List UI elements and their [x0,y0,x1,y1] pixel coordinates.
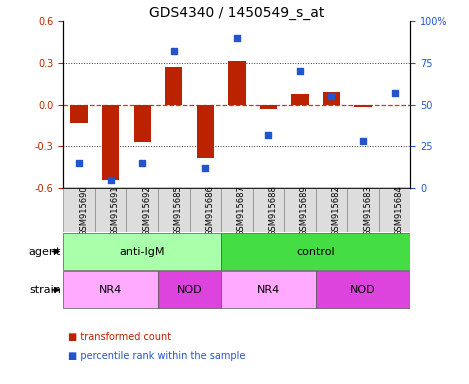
Bar [228,61,246,104]
Text: NOD: NOD [350,285,376,295]
Bar [63,233,221,270]
Point [359,138,367,144]
Text: GSM915683: GSM915683 [363,185,372,236]
Text: agent: agent [29,247,61,257]
Point [170,48,177,54]
Bar [316,188,347,232]
Point [391,90,398,96]
Point [296,68,304,74]
Point [202,165,209,171]
Bar [102,104,119,180]
Text: GSM915685: GSM915685 [174,185,183,236]
Bar [284,188,316,232]
Point [76,160,83,166]
Text: GSM915682: GSM915682 [332,185,340,236]
Bar [158,271,221,308]
Bar [355,104,372,108]
Text: GSM915692: GSM915692 [142,185,151,235]
Bar [197,104,214,157]
Bar [189,188,221,232]
Bar [291,93,309,104]
Text: GSM915691: GSM915691 [111,185,120,235]
Text: NR4: NR4 [257,285,280,295]
Point [138,160,146,166]
Bar [158,188,189,232]
Point [265,132,272,138]
Text: GSM915687: GSM915687 [237,185,246,236]
Bar [70,104,88,123]
Text: NOD: NOD [177,285,202,295]
Text: GSM915684: GSM915684 [394,185,404,236]
Text: ■ transformed count: ■ transformed count [68,332,171,342]
Title: GDS4340 / 1450549_s_at: GDS4340 / 1450549_s_at [149,6,325,20]
Bar [221,271,316,308]
Text: GSM915686: GSM915686 [205,185,214,236]
Text: GSM915690: GSM915690 [79,185,88,235]
Text: control: control [296,247,335,257]
Bar [134,104,151,142]
Bar [260,104,277,109]
Text: ■ percentile rank within the sample: ■ percentile rank within the sample [68,351,245,361]
Text: GSM915689: GSM915689 [300,185,309,236]
Text: anti-IgM: anti-IgM [120,247,165,257]
Bar [63,188,95,232]
Point [328,93,335,99]
Bar [323,92,340,104]
Bar [221,233,410,270]
Bar [95,188,127,232]
Text: NR4: NR4 [99,285,122,295]
Bar [63,271,158,308]
Bar [316,271,410,308]
Bar [253,188,284,232]
Bar [127,188,158,232]
Bar [347,188,379,232]
Text: GSM915688: GSM915688 [268,185,277,236]
Text: strain: strain [29,285,61,295]
Point [107,177,114,183]
Bar [165,67,182,104]
Bar [379,188,410,232]
Point [233,35,241,41]
Bar [221,188,253,232]
